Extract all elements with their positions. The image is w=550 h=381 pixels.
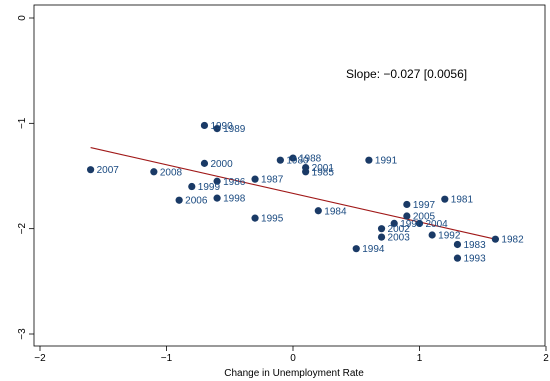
point-1984 (314, 207, 322, 215)
y-tick-label: 0 (17, 15, 28, 21)
point-2004 (415, 219, 424, 227)
point-label-1993: 1993 (463, 254, 486, 265)
point-label-1997: 1997 (413, 200, 436, 211)
point-label-1985: 1985 (312, 167, 335, 178)
point-label-1994: 1994 (362, 244, 385, 255)
x-tick-label: 2 (543, 353, 549, 364)
point-1994 (352, 245, 360, 253)
y-axis: 0 −1 −2 −3 (17, 15, 34, 340)
point-1987 (251, 175, 259, 183)
data-points (87, 121, 499, 262)
point-label-1998: 1998 (223, 194, 246, 205)
point-label-1999: 1999 (198, 182, 221, 193)
point-label-2005: 2005 (413, 212, 436, 223)
point-label-1984: 1984 (324, 206, 347, 217)
point-label-1983: 1983 (463, 240, 486, 251)
point-label-1990: 1990 (210, 121, 233, 132)
point-label-2000: 2000 (210, 159, 233, 170)
point-1991 (365, 156, 373, 164)
point-label-1980: 1980 (286, 156, 309, 167)
point-label-2004: 2004 (426, 219, 449, 230)
point-label-1986: 1986 (223, 177, 246, 188)
point-1999 (188, 182, 196, 191)
point-1997 (403, 200, 411, 209)
point-label-1996: 1996 (400, 219, 423, 230)
point-2008 (150, 168, 158, 176)
point-2003 (377, 233, 386, 241)
plot-area (33, 4, 546, 347)
point-labels: 1981 1982 1983 1984 1985 1986 1987 1988 19891990… (97, 121, 524, 265)
point-2000 (200, 159, 209, 167)
point-label-2006: 2006 (185, 196, 208, 207)
x-axis: −2 −1 0 1 2 (34, 346, 549, 364)
point-1990 (200, 121, 209, 130)
fit-line-group (90, 147, 496, 240)
y-tick-label: −2 (17, 223, 28, 235)
point-2007 (87, 166, 95, 174)
point-1998 (213, 194, 221, 202)
y-tick-label: −1 (17, 117, 28, 129)
fit-line (90, 147, 496, 240)
point-1983 (453, 240, 462, 249)
point-label-2007: 2007 (97, 165, 120, 176)
point-label-2003: 2003 (388, 233, 411, 244)
point-label-1981: 1981 (451, 195, 474, 206)
slope-annotation: Slope: −0.027 [0.0056] (346, 67, 467, 81)
point-label-1987: 1987 (261, 175, 284, 186)
point-label-1992: 1992 (438, 230, 461, 241)
x-axis-title: Change in Unemployment Rate (224, 368, 364, 379)
point-label-2008: 2008 (160, 167, 183, 178)
point-1996 (390, 219, 398, 227)
point-1980 (276, 156, 284, 164)
point-1995 (251, 214, 259, 222)
point-2002 (377, 225, 386, 233)
point-1981 (441, 195, 449, 203)
x-tick-label: 0 (290, 353, 296, 364)
point-1982 (491, 235, 499, 243)
point-label-1991: 1991 (375, 156, 398, 167)
x-tick-label: −2 (34, 353, 46, 364)
point-label-1988: 1988 (299, 154, 322, 165)
point-1988 (289, 154, 297, 162)
point-1992 (428, 231, 436, 239)
point-label-1982: 1982 (501, 235, 524, 246)
point-1993 (453, 254, 462, 262)
y-tick-label: −3 (17, 328, 28, 340)
point-1989 (213, 125, 221, 133)
point-label-2001: 2001 (312, 163, 335, 174)
point-1986 (213, 177, 221, 185)
x-tick-label: −1 (161, 353, 173, 364)
point-label-1995: 1995 (261, 214, 284, 225)
point-2006 (175, 196, 183, 204)
point-label-1989: 1989 (223, 124, 246, 135)
point-2005 (403, 212, 411, 220)
point-2001 (302, 163, 310, 172)
x-tick-label: 1 (417, 353, 423, 364)
point-label-2002: 2002 (388, 224, 411, 235)
